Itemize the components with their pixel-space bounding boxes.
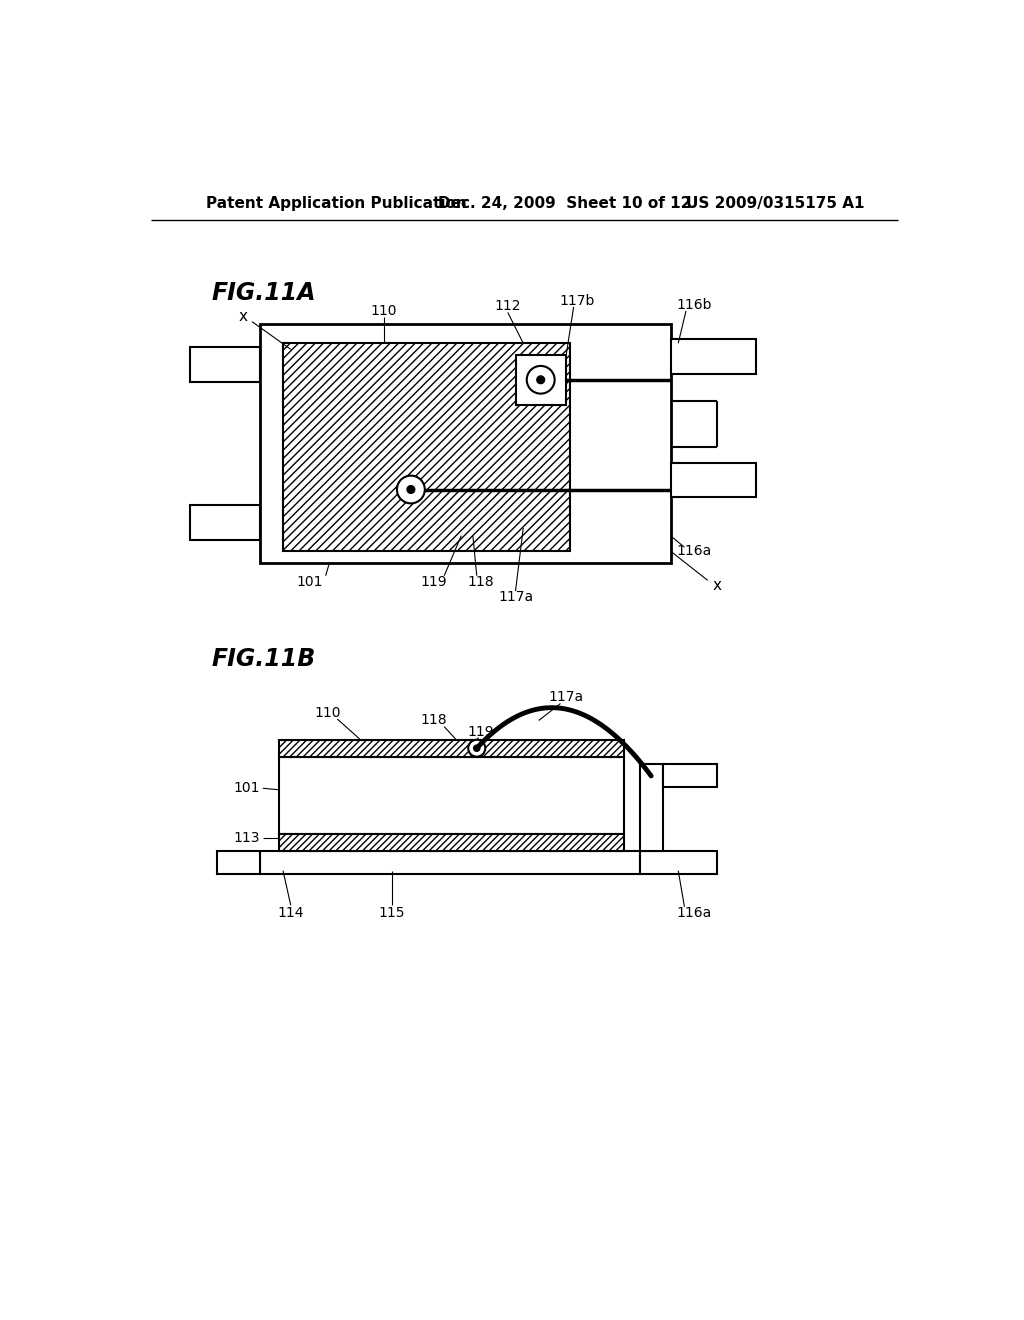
Bar — [190, 347, 260, 381]
Bar — [671, 462, 756, 498]
Bar — [515, 355, 566, 405]
Text: 119: 119 — [467, 725, 494, 739]
Bar — [190, 506, 260, 540]
Text: x: x — [713, 578, 722, 593]
Bar — [640, 850, 717, 874]
Bar — [283, 343, 569, 552]
Text: 119: 119 — [421, 576, 447, 589]
Text: Patent Application Publication: Patent Application Publication — [206, 195, 466, 211]
Bar — [260, 323, 671, 562]
Text: 118: 118 — [421, 714, 447, 727]
Bar — [671, 339, 756, 374]
Text: Dec. 24, 2009  Sheet 10 of 12: Dec. 24, 2009 Sheet 10 of 12 — [438, 195, 691, 211]
Text: 113: 113 — [233, 830, 260, 845]
Text: 117a: 117a — [498, 590, 534, 605]
Circle shape — [407, 486, 415, 494]
Text: 116b: 116b — [676, 298, 712, 312]
Bar — [640, 764, 663, 850]
Text: 114: 114 — [278, 906, 304, 920]
Text: FIG.11A: FIG.11A — [212, 281, 316, 305]
Circle shape — [474, 744, 480, 751]
Text: US 2009/0315175 A1: US 2009/0315175 A1 — [686, 195, 864, 211]
Text: 110: 110 — [314, 706, 341, 719]
Text: 115: 115 — [378, 906, 404, 920]
Text: 117a: 117a — [548, 690, 584, 705]
Circle shape — [468, 739, 485, 756]
Text: 116a: 116a — [676, 906, 712, 920]
Text: FIG.11B: FIG.11B — [212, 647, 316, 671]
Bar — [280, 834, 624, 850]
Bar — [663, 764, 717, 788]
Text: 112: 112 — [495, 300, 521, 313]
Circle shape — [537, 376, 545, 384]
Text: 118: 118 — [467, 576, 494, 589]
Bar — [280, 756, 624, 834]
Text: 101: 101 — [233, 781, 260, 795]
Bar — [217, 850, 260, 874]
Bar — [260, 850, 640, 874]
Text: 110: 110 — [371, 304, 397, 318]
Circle shape — [397, 475, 425, 503]
Text: 117b: 117b — [560, 294, 595, 308]
Bar — [280, 739, 624, 756]
Text: 116a: 116a — [676, 544, 712, 558]
Text: 101: 101 — [297, 576, 324, 589]
Text: x: x — [239, 309, 247, 323]
Circle shape — [526, 366, 555, 393]
